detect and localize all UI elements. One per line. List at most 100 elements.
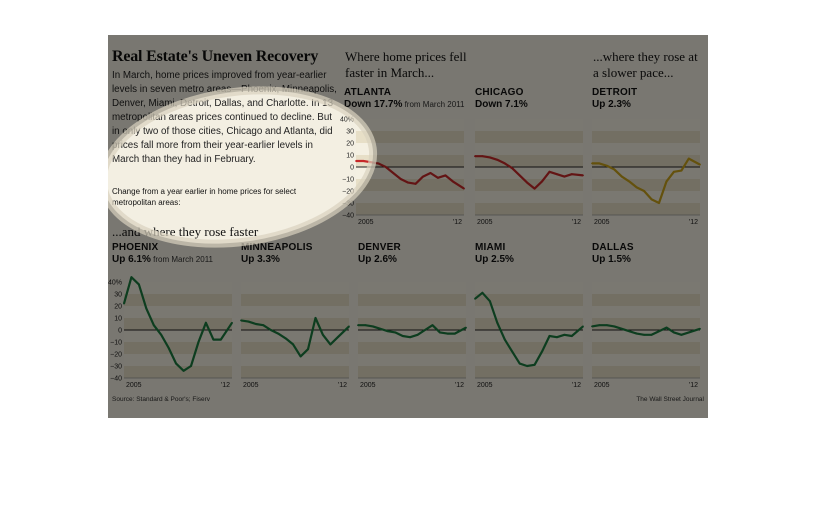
data-point-detroit bbox=[598, 162, 601, 165]
gridband bbox=[592, 143, 700, 155]
x-tick-label: '12 bbox=[572, 219, 581, 226]
data-point-phoenix bbox=[231, 321, 233, 324]
city-label-denver: DENVER bbox=[358, 242, 401, 253]
gridband bbox=[356, 143, 464, 155]
data-point-dallas bbox=[699, 327, 701, 330]
data-point-chicago bbox=[474, 155, 476, 158]
y-tick-label: 10 bbox=[346, 153, 354, 160]
chart-panel-detroit: 2005 '12 bbox=[591, 119, 701, 226]
data-point-chicago bbox=[533, 187, 536, 190]
wsj-credit: The Wall Street Journal bbox=[636, 396, 704, 403]
city-label-detroit: DETROIT bbox=[592, 87, 638, 98]
x-tick-label: 2005 bbox=[126, 382, 142, 389]
gridband bbox=[356, 203, 464, 215]
gridband bbox=[358, 354, 466, 366]
data-point-miami bbox=[481, 291, 484, 294]
data-point-detroit bbox=[687, 157, 690, 160]
chart-note: Change from a year earlier in home price… bbox=[112, 187, 297, 207]
data-point-minneapolis bbox=[292, 343, 295, 346]
data-point-atlanta bbox=[369, 161, 372, 164]
section-heading-slower: ...where they rose at a slower pace... bbox=[593, 49, 703, 81]
data-point-phoenix bbox=[145, 307, 148, 310]
data-point-dallas bbox=[687, 331, 690, 334]
gridband bbox=[124, 342, 232, 354]
change-label-minneapolis: Up 3.3% bbox=[241, 254, 280, 265]
city-label-minneapolis: MINNEAPOLIS bbox=[241, 242, 313, 253]
data-point-chicago bbox=[481, 155, 484, 158]
change-note-atlanta: from March 2011 bbox=[402, 100, 465, 109]
data-point-miami bbox=[533, 363, 536, 366]
city-label-dallas: DALLAS bbox=[592, 242, 634, 253]
data-point-atlanta bbox=[444, 174, 447, 177]
data-point-denver bbox=[394, 331, 397, 334]
gridband bbox=[475, 282, 583, 294]
gridband bbox=[358, 342, 466, 354]
data-point-minneapolis bbox=[262, 324, 265, 327]
data-point-chicago bbox=[518, 174, 521, 177]
gridband bbox=[475, 167, 583, 179]
data-point-minneapolis bbox=[269, 329, 272, 331]
data-point-atlanta bbox=[399, 178, 402, 180]
gridband bbox=[241, 306, 349, 318]
data-point-chicago bbox=[488, 156, 491, 159]
data-point-minneapolis bbox=[284, 337, 287, 340]
data-point-chicago bbox=[563, 175, 566, 178]
section-heading-fell: Where home prices fell faster in March..… bbox=[345, 49, 470, 81]
gridband bbox=[592, 330, 700, 342]
change-note-phoenix: from March 2011 bbox=[150, 255, 214, 264]
data-point-atlanta bbox=[429, 172, 432, 174]
y-tick-label: 40% bbox=[340, 117, 354, 124]
data-point-chicago bbox=[526, 181, 529, 184]
data-point-atlanta bbox=[384, 166, 387, 168]
city-label-atlanta: ATLANTA bbox=[344, 87, 392, 98]
gridband bbox=[356, 179, 464, 191]
data-point-detroit bbox=[591, 162, 593, 165]
data-point-atlanta bbox=[437, 176, 439, 179]
data-point-atlanta bbox=[362, 160, 365, 162]
change-label-phoenix: Up 6.1% from March 2011 bbox=[112, 254, 213, 265]
data-point-atlanta bbox=[377, 162, 380, 165]
gridband bbox=[592, 366, 700, 378]
y-tick-label: −40 bbox=[110, 376, 122, 383]
data-point-phoenix bbox=[219, 338, 222, 341]
data-point-denver bbox=[409, 336, 412, 339]
x-tick-label: '12 bbox=[221, 382, 230, 389]
data-point-minneapolis bbox=[314, 317, 317, 319]
data-point-phoenix bbox=[123, 302, 125, 305]
gridband bbox=[475, 354, 583, 366]
gridband bbox=[241, 354, 349, 366]
data-point-denver bbox=[439, 331, 441, 334]
data-point-denver bbox=[379, 327, 382, 330]
chart-panel-denver: 2005 '12 bbox=[357, 282, 467, 389]
data-point-detroit bbox=[643, 190, 646, 192]
gridband bbox=[475, 131, 583, 143]
data-point-miami bbox=[526, 365, 529, 367]
data-point-denver bbox=[453, 332, 456, 335]
data-point-atlanta bbox=[392, 172, 395, 174]
y-tick-label: −30 bbox=[110, 364, 122, 371]
change-label-miami: Up 2.5% bbox=[475, 254, 514, 265]
chart-panel-chicago: 2005 '12 bbox=[474, 119, 584, 226]
y-tick-label: 10 bbox=[114, 316, 122, 323]
chart-panel-minneapolis: 2005 '12 bbox=[240, 282, 350, 389]
source-note: Source: Standard & Poor's; Fiserv bbox=[112, 396, 211, 403]
data-point-denver bbox=[431, 324, 434, 327]
x-tick-label: 2005 bbox=[243, 382, 259, 389]
data-point-phoenix bbox=[212, 338, 215, 341]
data-point-denver bbox=[416, 333, 419, 336]
data-point-denver bbox=[364, 324, 367, 327]
gridband bbox=[124, 366, 232, 378]
data-point-phoenix bbox=[190, 365, 192, 367]
data-point-miami bbox=[496, 321, 499, 324]
x-tick-label: 2005 bbox=[358, 219, 374, 226]
y-tick-label: 40% bbox=[108, 280, 122, 287]
data-point-denver bbox=[357, 324, 359, 327]
y-tick-label: 0 bbox=[118, 328, 122, 335]
data-point-detroit bbox=[665, 180, 668, 183]
x-tick-label: '12 bbox=[455, 382, 464, 389]
data-point-dallas bbox=[650, 333, 653, 336]
page-title: Real Estate's Uneven Recovery bbox=[112, 48, 319, 65]
chart-panel-atlanta: 2005 '12 40% 30 20 10 0 −10 −20 −30 −40 bbox=[340, 117, 465, 226]
y-tick-label: −20 bbox=[342, 189, 354, 196]
gridband bbox=[356, 155, 464, 167]
